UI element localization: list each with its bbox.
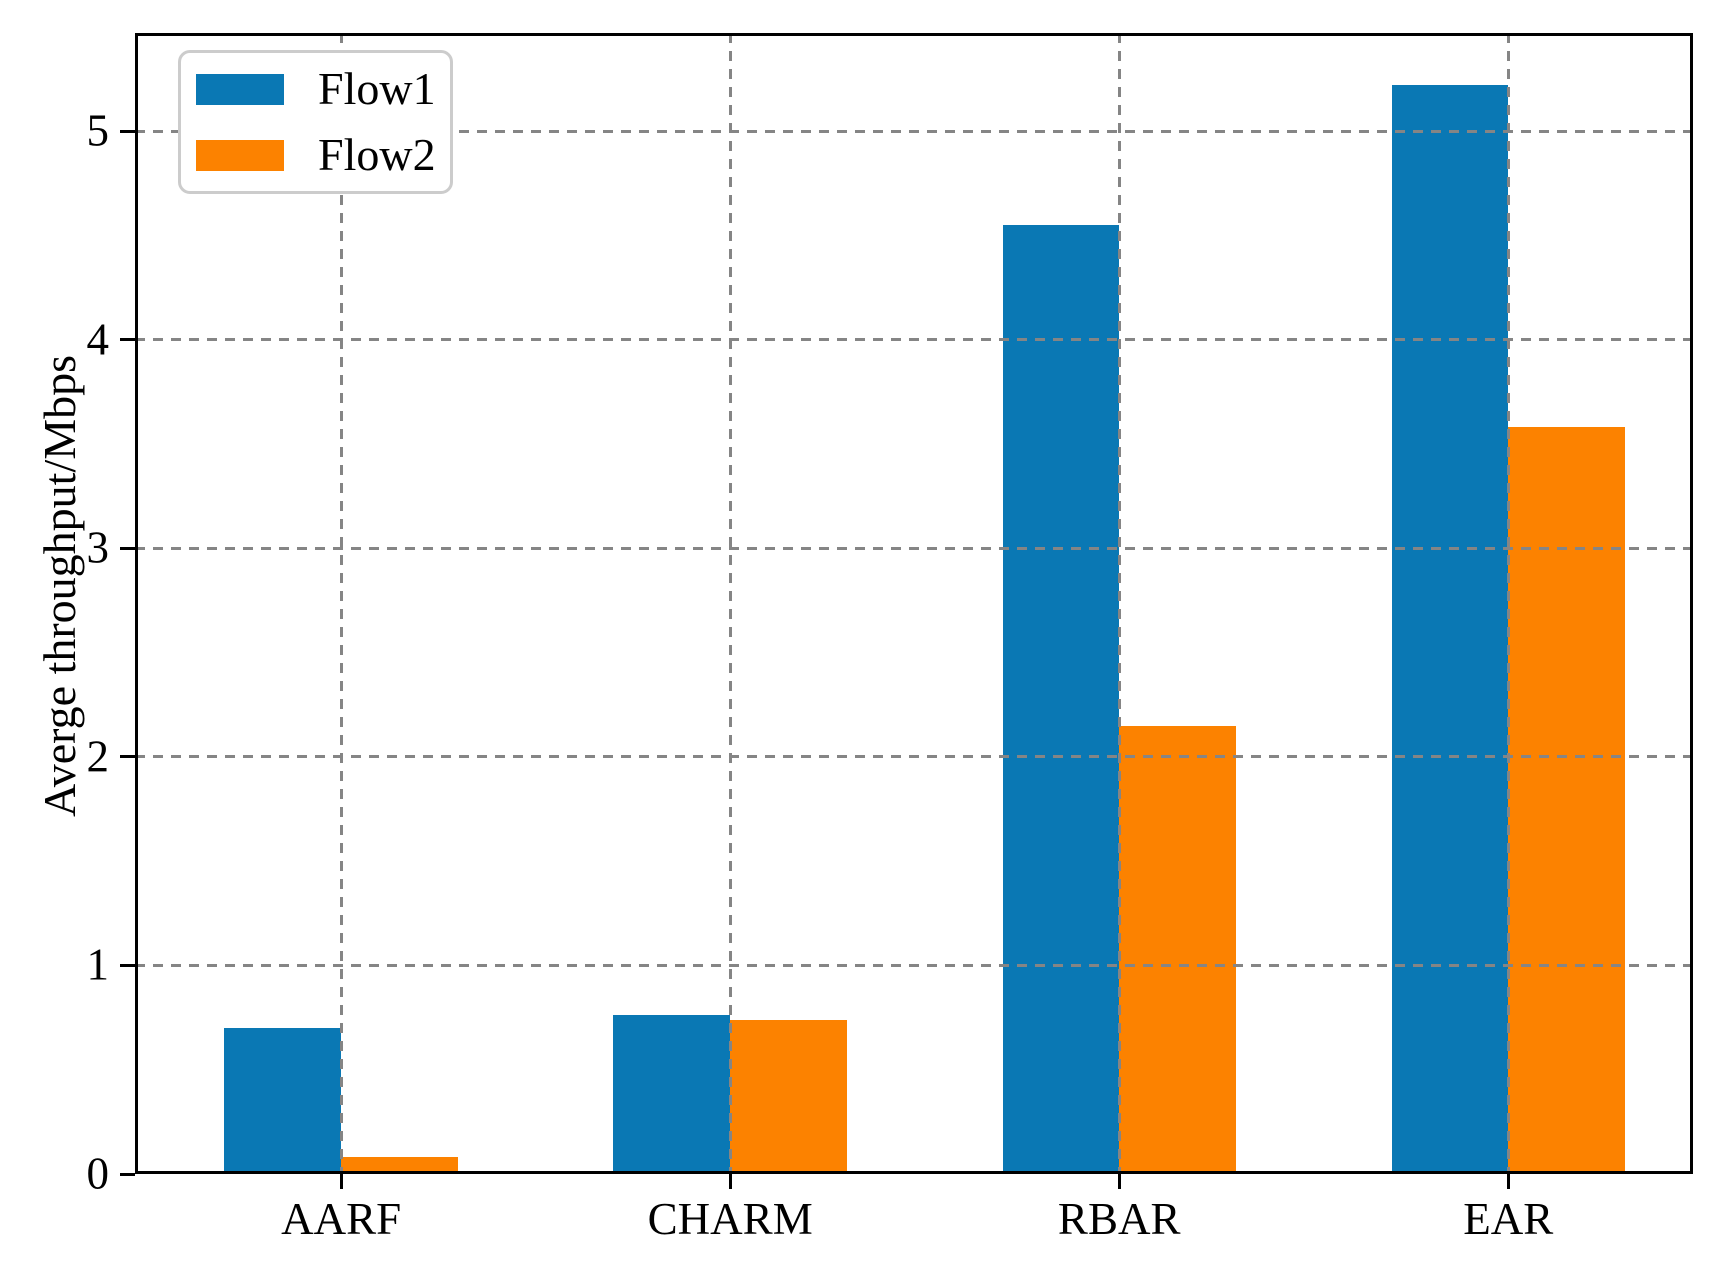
bar-flow1-ear [1391,85,1509,1174]
gridline-y-1 [135,963,1693,967]
x-tick-charm [728,1174,732,1189]
x-tick-label-charm: CHARM [647,1194,813,1244]
y-tick-3 [120,546,135,550]
x-tick-ear [1506,1174,1510,1189]
y-tick-label-5: 5 [86,105,110,156]
x-tick-aarf [339,1174,343,1189]
bar-flow2-charm [730,1019,847,1174]
y-tick-label-3: 3 [86,522,110,573]
bar-flow2-ear [1508,427,1625,1174]
gridline-x-ear [1506,33,1510,1174]
plot-area [135,33,1693,1174]
bar-flow1-aarf [224,1028,342,1174]
legend-row-flow1: Flow1 [196,66,450,112]
x-tick-rbar [1117,1174,1121,1189]
y-tick-1 [120,963,135,967]
bar-flow1-charm [613,1015,731,1174]
y-tick-2 [120,755,135,759]
gridline-x-charm [728,33,732,1174]
legend-label-flow2: Flow2 [318,129,436,180]
x-tick-label-ear: EAR [1463,1194,1554,1244]
x-tick-label-aarf: AARF [281,1194,402,1244]
legend-swatch-flow2 [196,139,284,171]
y-tick-5 [120,129,135,133]
x-tick-label-rbar: RBAR [1057,1194,1181,1244]
bar-flow1-rbar [1002,224,1120,1174]
legend-label-flow1: Flow1 [318,63,436,114]
gridline-y-3 [135,546,1693,550]
bar-flow2-rbar [1119,725,1236,1174]
y-tick-label-2: 2 [86,731,110,782]
legend: Flow1 Flow2 [178,50,453,194]
bar-flow2-aarf [341,1157,458,1174]
y-tick-label-0: 0 [86,1148,110,1199]
gridline-x-rbar [1117,33,1121,1174]
y-tick-label-1: 1 [86,939,110,990]
legend-swatch-flow1 [196,73,284,105]
y-tick-4 [120,338,135,342]
gridline-y-2 [135,755,1693,759]
y-tick-0 [120,1172,135,1176]
legend-row-flow2: Flow2 [196,132,450,178]
y-tick-label-4: 4 [86,314,110,365]
gridline-y-5 [135,129,1693,133]
gridline-y-4 [135,338,1693,342]
gridline-x-aarf [339,33,343,1174]
